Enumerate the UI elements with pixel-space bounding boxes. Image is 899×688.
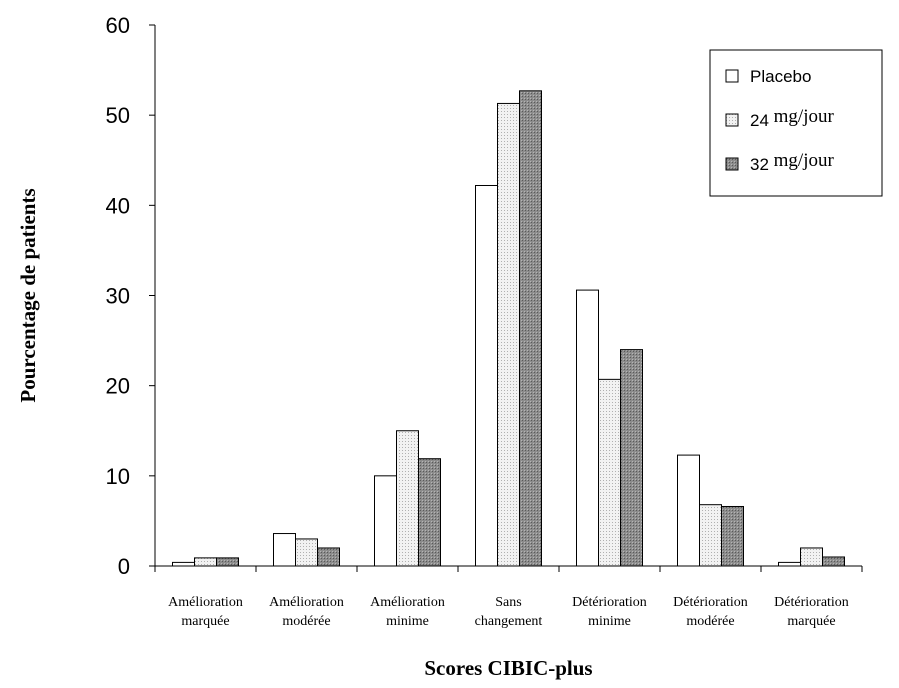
- x-tick-label: Sans changement: [475, 595, 543, 629]
- bar: [317, 547, 340, 567]
- legend-swatch: [725, 157, 739, 171]
- bar: [800, 547, 823, 567]
- y-tick-label: 30: [106, 284, 130, 309]
- y-tick-label: 20: [106, 374, 130, 399]
- y-axis-title: Pourcentage de patients: [16, 188, 40, 402]
- x-axis-title: Scores CIBIC-plus: [424, 656, 592, 680]
- legend-swatch: [725, 113, 739, 127]
- bar: [216, 557, 239, 567]
- y-tick-label: 10: [106, 464, 130, 489]
- bar: [273, 533, 296, 567]
- bar: [822, 556, 845, 567]
- y-tick-label: 50: [106, 103, 130, 128]
- bar: [194, 557, 217, 567]
- bar: [778, 561, 801, 567]
- bar: [497, 102, 520, 567]
- bar: [598, 378, 621, 567]
- bar: [699, 504, 722, 567]
- bar: [519, 90, 542, 567]
- y-axis: 0 10 20 30 40 50 60: [106, 13, 156, 579]
- bar: [576, 289, 599, 567]
- y-tick-label: 0: [118, 554, 130, 579]
- x-tick-label: Détérioration marquée: [774, 595, 849, 629]
- bar: [721, 505, 744, 567]
- legend: Placebo 24 mg/jour 32 mg/jour: [709, 49, 883, 197]
- bar: [295, 538, 318, 567]
- bar: [475, 184, 498, 567]
- y-tick-label: 60: [106, 13, 130, 38]
- x-tick-label: Amélioration minime: [370, 595, 445, 629]
- bar: [374, 475, 397, 567]
- category-labels: Amélioration marquée Amélioration modérée Am…: [168, 595, 849, 629]
- legend-label: Placebo: [750, 67, 811, 86]
- x-tick-label: Détérioration minime: [572, 595, 647, 629]
- x-axis: [154, 565, 863, 572]
- x-tick-label: Amélioration modérée: [269, 595, 344, 629]
- legend-box: [709, 49, 883, 197]
- bar: [677, 454, 700, 567]
- legend-label: 32 mg/jour: [750, 150, 834, 174]
- bar: [172, 561, 195, 567]
- legend-label: 24 mg/jour: [750, 106, 834, 130]
- legend-swatch: [725, 69, 739, 83]
- bar: [396, 430, 419, 567]
- bar: [620, 349, 643, 567]
- y-tick-label: 40: [106, 193, 130, 218]
- x-tick-label: Détérioration modérée: [673, 595, 748, 629]
- bars: [172, 90, 845, 567]
- x-tick-label: Amélioration marquée: [168, 595, 243, 629]
- bar: [418, 458, 441, 567]
